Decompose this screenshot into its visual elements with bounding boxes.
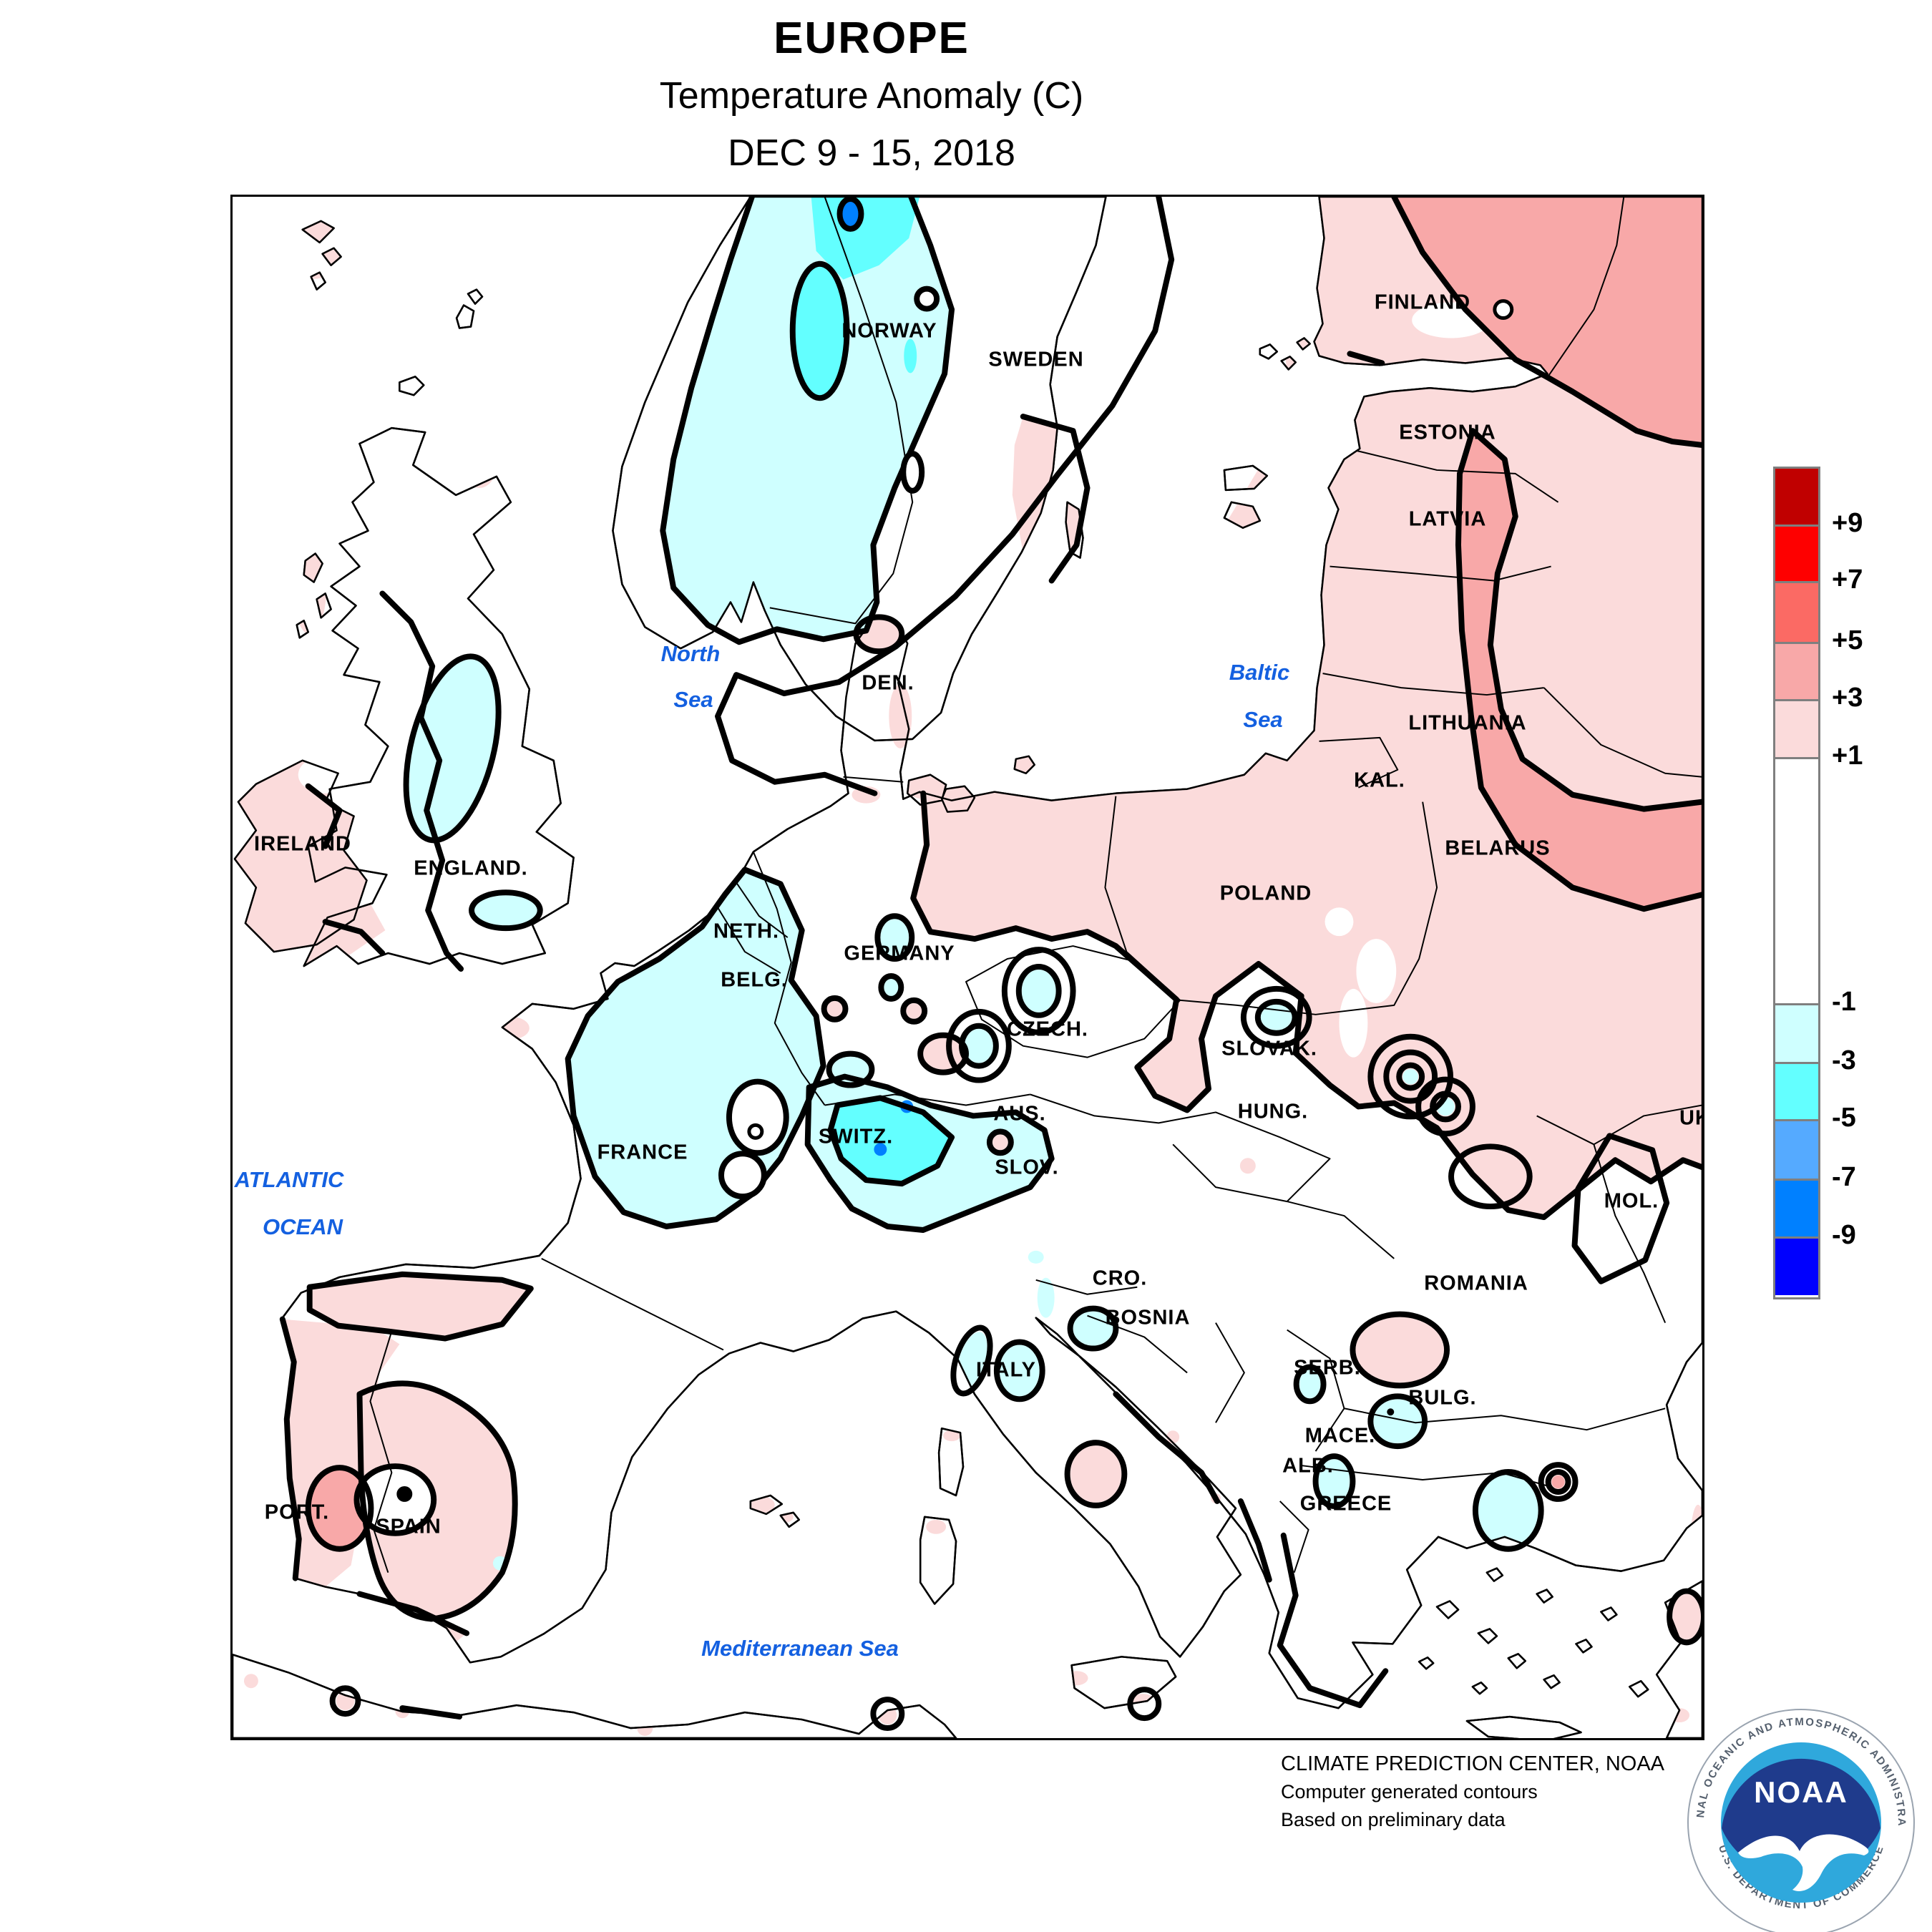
legend-colorbar xyxy=(1773,467,1820,1299)
country-label-ukraine-clipped: UK xyxy=(1679,1106,1702,1130)
country-label-albania: ALB. xyxy=(1282,1454,1334,1478)
country-label-serbia: SERB. xyxy=(1294,1356,1361,1380)
country-label-austria: AUS. xyxy=(993,1102,1046,1126)
country-label-england: ENGLAND. xyxy=(414,857,528,880)
country-label-germany: GERMANY xyxy=(844,942,955,965)
legend-tick-minus3: -3 xyxy=(1832,1045,1856,1075)
legend-cell-minus5-minus7 xyxy=(1775,1121,1818,1181)
country-label-czech: CZECH. xyxy=(1007,1018,1088,1041)
legend-cell-above-plus9 xyxy=(1775,469,1818,527)
legend-tick-plus9: +9 xyxy=(1832,508,1863,538)
country-label-belgium: BELG. xyxy=(721,968,788,992)
country-label-slovenia: SLOV. xyxy=(995,1156,1059,1179)
sea-label-north-sea-1: North xyxy=(660,641,721,666)
attribution-data-note: Based on preliminary data xyxy=(1281,1809,1506,1830)
sea-label-atlantic: ATLANTIC xyxy=(234,1167,344,1192)
legend-cell-plus5-plus7 xyxy=(1775,583,1818,644)
attribution-method: Computer generated contours xyxy=(1281,1781,1538,1802)
country-label-norway: NORWAY xyxy=(841,319,937,343)
legend-tick-minus9: -9 xyxy=(1832,1220,1856,1250)
country-label-finland: FINLAND xyxy=(1374,291,1471,314)
country-label-belarus: BELARUS xyxy=(1445,836,1551,860)
legend-tick-minus1: -1 xyxy=(1832,987,1856,1017)
country-label-bosnia: BOSNIA xyxy=(1105,1306,1191,1330)
legend-cell-minus7-minus9 xyxy=(1775,1181,1818,1239)
legend-tick-plus5: +5 xyxy=(1832,625,1863,655)
sea-label-mediterranean: Mediterranean Sea xyxy=(701,1636,899,1661)
country-label-hungary: HUNG. xyxy=(1237,1100,1309,1123)
country-label-italy: ITALY xyxy=(976,1358,1036,1382)
sea-label-baltic-sea-2: Sea xyxy=(1243,707,1283,732)
attribution-source: CLIMATE PREDICTION CENTER, NOAA xyxy=(1281,1752,1665,1775)
legend-tick-plus7: +7 xyxy=(1832,565,1863,595)
legend-cell-plus1-plus3 xyxy=(1775,701,1818,759)
sea-label-baltic-sea-1: Baltic xyxy=(1229,660,1290,685)
sea-label-north-sea-2: Sea xyxy=(673,687,713,712)
country-label-sweden: SWEDEN xyxy=(988,348,1084,371)
europe-map-svg xyxy=(233,197,1702,1738)
country-label-france: FRANCE xyxy=(597,1141,688,1164)
country-label-netherlands: NETH. xyxy=(713,919,779,943)
attribution-block: CLIMATE PREDICTION CENTER, NOAA Computer… xyxy=(1281,1750,1664,1834)
country-label-macedonia: MACE. xyxy=(1304,1424,1376,1448)
noaa-seagull-icon xyxy=(1738,1834,1869,1891)
country-label-spain: SPAIN xyxy=(376,1515,441,1538)
country-label-switzerland: SWITZ. xyxy=(818,1125,894,1148)
page-title: EUROPE xyxy=(774,14,970,63)
country-label-bulgaria: BULG. xyxy=(1408,1386,1477,1410)
country-label-poland: POLAND xyxy=(1219,882,1312,905)
legend-cell-minus1-minus3 xyxy=(1775,1005,1818,1064)
date-range: DEC 9 - 15, 2018 xyxy=(728,132,1015,174)
country-label-slovakia: SLOVAK. xyxy=(1221,1037,1317,1060)
map-frame: NORWAY SWEDEN FINLAND ESTONIA LATVIA LIT… xyxy=(230,195,1704,1740)
country-label-portugal: PORT. xyxy=(264,1501,330,1524)
legend-cell-plus3-plus5 xyxy=(1775,644,1818,701)
country-label-ireland: IRELAND xyxy=(254,832,351,856)
legend-tick-plus3: +3 xyxy=(1832,683,1863,713)
legend-tick-minus7: -7 xyxy=(1832,1162,1856,1192)
country-label-latvia: LATVIA xyxy=(1408,507,1487,531)
legend-tick-plus1: +1 xyxy=(1832,741,1863,771)
country-label-estonia: ESTONIA xyxy=(1399,421,1496,444)
legend-cell-plus7-plus9 xyxy=(1775,527,1818,583)
country-label-lithuania: LITHUANIA xyxy=(1408,711,1527,735)
country-label-kaliningrad: KAL. xyxy=(1354,769,1405,792)
country-label-denmark: DEN. xyxy=(862,671,914,695)
noaa-acronym: NOAA xyxy=(1754,1775,1848,1809)
sea-label-ocean: OCEAN xyxy=(263,1214,343,1239)
noaa-logo: NATIONAL OCEANIC AND ATMOSPHERIC ADMINIS… xyxy=(1687,1709,1915,1932)
legend-cell-below-minus9 xyxy=(1775,1239,1818,1295)
country-label-greece: GREECE xyxy=(1299,1492,1392,1516)
country-label-romania: ROMANIA xyxy=(1424,1272,1528,1295)
page-subtitle: Temperature Anomaly (C) xyxy=(659,75,1084,117)
country-label-croatia: CRO. xyxy=(1092,1267,1148,1290)
legend-cell-near-normal xyxy=(1775,759,1818,1005)
border-layer xyxy=(369,197,1702,1573)
legend-cell-minus3-minus5 xyxy=(1775,1064,1818,1121)
contour-layer xyxy=(279,197,1702,1732)
legend-tick-minus5: -5 xyxy=(1832,1103,1856,1133)
country-label-moldova: MOL. xyxy=(1604,1189,1659,1213)
